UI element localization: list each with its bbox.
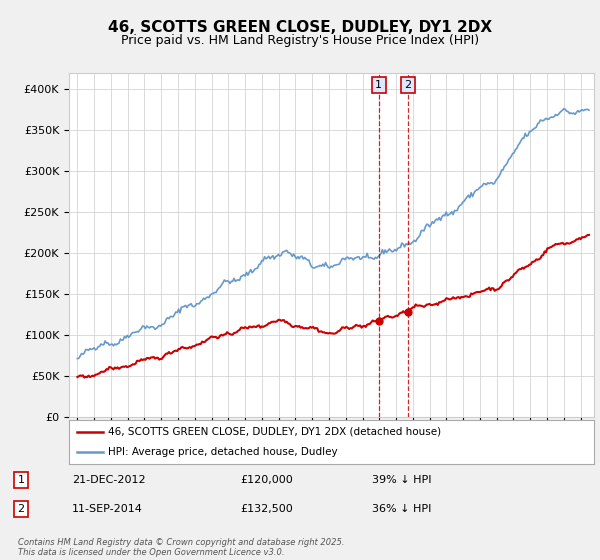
Text: 11-SEP-2014: 11-SEP-2014 [72,504,143,514]
Text: £120,000: £120,000 [240,475,293,485]
Text: 46, SCOTTS GREEN CLOSE, DUDLEY, DY1 2DX: 46, SCOTTS GREEN CLOSE, DUDLEY, DY1 2DX [108,20,492,35]
Text: 1: 1 [17,475,25,485]
Text: 21-DEC-2012: 21-DEC-2012 [72,475,146,485]
Text: 2: 2 [17,504,25,514]
Text: HPI: Average price, detached house, Dudley: HPI: Average price, detached house, Dudl… [109,447,338,457]
Text: 46, SCOTTS GREEN CLOSE, DUDLEY, DY1 2DX (detached house): 46, SCOTTS GREEN CLOSE, DUDLEY, DY1 2DX … [109,427,442,437]
Text: 1: 1 [376,80,382,90]
Text: 39% ↓ HPI: 39% ↓ HPI [372,475,431,485]
Text: 2: 2 [404,80,411,90]
Text: Price paid vs. HM Land Registry's House Price Index (HPI): Price paid vs. HM Land Registry's House … [121,34,479,46]
Text: £132,500: £132,500 [240,504,293,514]
Text: 36% ↓ HPI: 36% ↓ HPI [372,504,431,514]
Text: Contains HM Land Registry data © Crown copyright and database right 2025.
This d: Contains HM Land Registry data © Crown c… [18,538,344,557]
